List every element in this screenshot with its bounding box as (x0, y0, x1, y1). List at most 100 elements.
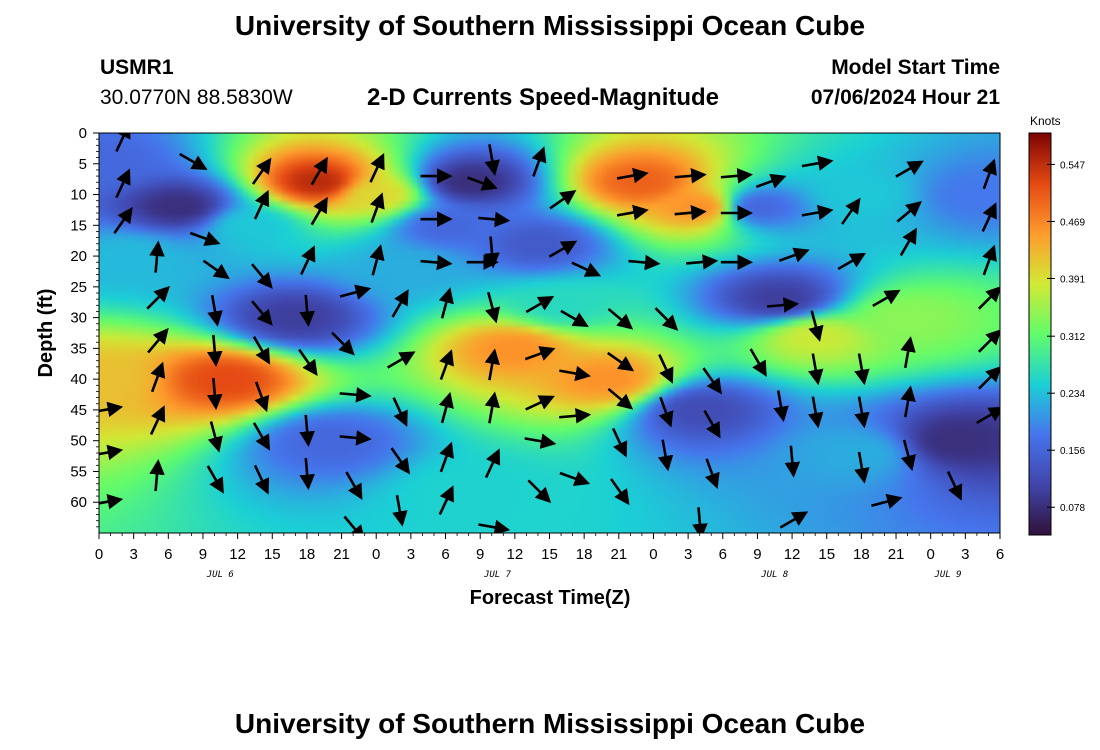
current-vector (981, 202, 997, 232)
y-axis: 0 5 10 15 20 25 30 35 40 45 50 55 60 (70, 125, 99, 528)
current-vector (253, 189, 270, 220)
x-tick-label: 21 (333, 546, 350, 563)
current-vector (854, 396, 870, 429)
current-vector (766, 297, 800, 313)
current-vector (976, 406, 1000, 424)
current-vector (345, 471, 363, 500)
current-vector (900, 439, 916, 472)
current-vector (946, 470, 963, 501)
x-tick-label: 3 (129, 546, 137, 563)
current-vector (560, 309, 589, 327)
current-vector (704, 458, 720, 490)
current-vector (779, 511, 809, 529)
current-vector (485, 291, 501, 324)
x-tick-label: 9 (199, 546, 207, 563)
current-vector (657, 439, 674, 472)
current-vector (252, 336, 271, 365)
current-vector (299, 414, 315, 448)
colorbar-tick-label: 0.547 (1060, 160, 1085, 171)
x-tick-label: 0 (95, 546, 103, 563)
current-vector (115, 168, 131, 199)
current-vector (854, 451, 870, 484)
current-vector (871, 493, 903, 509)
current-vector (99, 494, 124, 510)
current-vector (559, 408, 592, 424)
x-axis: 0 3 6 9 12 15 18 21 0 3 6 9 12 15 18 21 0 3 6 9 12 15 18 21 0 3 6 J… (95, 533, 1004, 580)
x-tick-label: 21 (888, 546, 905, 563)
x-tick-label: 3 (961, 546, 969, 563)
current-vector (703, 409, 721, 439)
vector-layer (99, 133, 1000, 533)
current-vector (467, 175, 498, 191)
current-vector (808, 310, 824, 342)
x-tick-label: 3 (684, 546, 692, 563)
x-tick-label: 18 (853, 546, 870, 563)
current-vector (525, 395, 555, 411)
current-vector (899, 227, 917, 257)
x-tick-label: 12 (784, 546, 801, 563)
current-vector (252, 422, 271, 451)
colorbar-tick-label: 0.312 (1060, 332, 1085, 343)
current-vector (438, 391, 454, 424)
date-label: JUL 9 (933, 570, 961, 580)
current-vector (611, 427, 628, 458)
current-vector (484, 348, 500, 381)
colorbar: Knots 0.547 0.469 0.391 0.312 0.234 0.156 0.07… (1028, 114, 1085, 536)
x-tick-label: 6 (441, 546, 449, 563)
current-vector (392, 397, 408, 427)
model-start-label: Model Start Time (831, 56, 1000, 79)
x-tick-label: 6 (719, 546, 727, 563)
current-vector (808, 396, 824, 429)
current-vector (749, 348, 767, 377)
current-vector (438, 287, 454, 319)
current-vector (654, 307, 679, 331)
current-vector (339, 284, 372, 300)
x-tick-label: 15 (264, 546, 281, 563)
colorbar-tick-label: 0.469 (1060, 217, 1085, 228)
current-vector (179, 152, 208, 171)
current-vector (369, 244, 385, 276)
current-vector (658, 354, 674, 384)
current-vector (607, 351, 635, 372)
current-vector (674, 168, 707, 184)
y-tick-label: 55 (70, 463, 87, 480)
y-tick-label: 5 (79, 156, 87, 173)
station-coords: 30.0770N 88.5830W (100, 86, 293, 109)
x-tick-label: 9 (476, 546, 484, 563)
current-vector (478, 519, 511, 533)
current-vector (872, 289, 901, 308)
current-vector (755, 173, 787, 189)
current-vector (900, 336, 916, 369)
y-tick-label: 60 (70, 494, 87, 511)
current-vector (571, 261, 602, 277)
colorbar-tick-label: 0.391 (1060, 274, 1085, 285)
current-vector (982, 158, 997, 190)
current-vector (773, 390, 789, 423)
chart-svg: 0 3 6 9 12 15 18 21 0 3 6 9 12 15 18 21 0 3 6 9 12 15 18 21 0 3 6 J… (35, 114, 1085, 609)
chart-title: University of Southern Mississippi Ocean… (234, 10, 866, 41)
current-vector (559, 471, 591, 487)
current-vector (692, 507, 708, 533)
y-tick-label: 10 (70, 187, 87, 204)
x-tick-label: 6 (164, 546, 172, 563)
chart-subtitle: 2-D Currents Speed-Magnitude (367, 84, 720, 111)
current-vector (841, 197, 861, 225)
current-vector (559, 365, 592, 382)
current-vector (801, 204, 834, 221)
current-vector (206, 465, 224, 494)
colorbar-ticks: 0.547 0.469 0.391 0.312 0.234 0.156 0.078 (1047, 160, 1085, 514)
current-vector (784, 445, 801, 478)
current-vector (298, 348, 318, 377)
model-start-value: 07/06/2024 Hour 21 (810, 86, 1000, 109)
current-vector (339, 430, 372, 446)
current-vector (146, 285, 170, 310)
current-vector (977, 329, 1000, 353)
current-vector (525, 295, 555, 314)
y-tick-label: 15 (70, 217, 87, 234)
current-vector (484, 448, 501, 479)
date-label: JUL 7 (483, 570, 512, 580)
colorbar-tick-label: 0.234 (1060, 389, 1085, 400)
current-vector (251, 157, 272, 185)
current-vector (977, 365, 1000, 390)
colorbar-label: Knots (1030, 114, 1061, 128)
